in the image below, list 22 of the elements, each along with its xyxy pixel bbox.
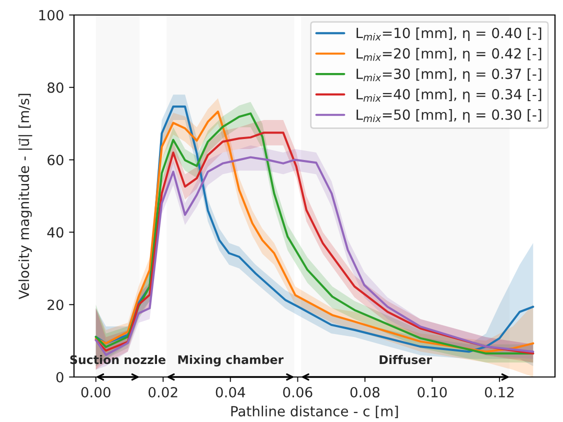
x-tick-label: 0.04 <box>216 386 246 398</box>
x-tick-label: 0.08 <box>350 386 380 398</box>
y-tick-label: 0 <box>56 372 64 382</box>
x-tick-label: 0.00 <box>81 386 110 398</box>
x-tick-label: 0.12 <box>484 386 514 398</box>
legend-label: L$_{mix}$=50 [mm], η = 0.30 [-] <box>356 109 542 123</box>
y-tick-label: 40 <box>47 227 64 238</box>
band-label: Diffuser <box>380 354 432 364</box>
x-axis-title: Pathline distance - c [m] <box>231 406 398 418</box>
band-label: Mixing chamber <box>178 354 284 366</box>
y-tick-label: 60 <box>48 154 64 166</box>
legend-label: L$_{mix}$=10 [mm], η = 0.40 [-] <box>356 28 542 41</box>
x-tick-label: 0.10 <box>418 386 447 398</box>
y-tick-label: 20 <box>48 300 64 310</box>
legend-label: L$_{mix}$=40 [mm], η = 0.34 [-] <box>356 88 542 102</box>
legend-label: L$_{mix}$=30 [mm], η = 0.37 [-] <box>356 68 542 82</box>
y-axis-title: Velocity magnitude - |u⃗| [m/s] <box>18 94 32 300</box>
x-tick-label: 0.06 <box>283 386 312 398</box>
y-tick-label: 100 <box>39 10 64 20</box>
x-tick-label: 0.02 <box>148 386 178 398</box>
legend-label: L$_{mix}$=20 [mm], η = 0.42 [-] <box>356 48 542 62</box>
y-tick-label: 80 <box>48 82 64 93</box>
